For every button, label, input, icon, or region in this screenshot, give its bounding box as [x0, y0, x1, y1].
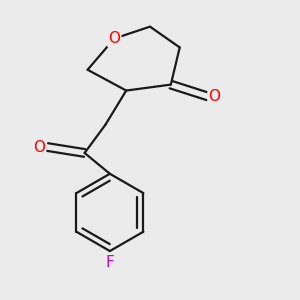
- Text: F: F: [106, 255, 114, 270]
- Text: O: O: [208, 89, 220, 104]
- Text: O: O: [108, 31, 120, 46]
- Text: O: O: [33, 140, 45, 154]
